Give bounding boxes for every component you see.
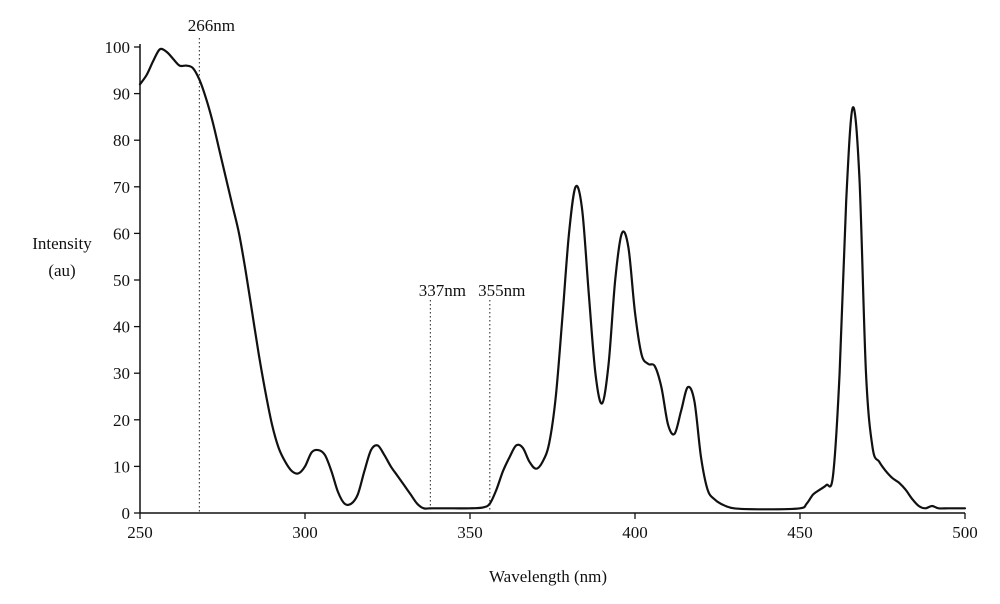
y-tick-label: 0 <box>122 504 131 523</box>
annotation-label: 355nm <box>478 281 525 300</box>
y-axis-title-line-2: (au) <box>48 261 75 280</box>
y-tick-label: 20 <box>113 411 130 430</box>
x-tick-label: 300 <box>292 523 318 542</box>
wavelength-annotations <box>198 38 491 513</box>
x-tick-label: 350 <box>457 523 483 542</box>
x-tick-label: 450 <box>787 523 813 542</box>
x-tick-label: 500 <box>952 523 978 542</box>
y-tick-label: 50 <box>113 271 130 290</box>
y-tick-label: 90 <box>113 85 130 104</box>
x-tick-label: 400 <box>622 523 648 542</box>
tick-marks <box>134 46 966 519</box>
y-tick-label: 80 <box>113 131 130 150</box>
y-tick-label: 10 <box>113 457 130 476</box>
y-tick-label: 30 <box>113 364 130 383</box>
axes <box>139 44 965 514</box>
series-line <box>138 47 967 511</box>
y-tick-label: 70 <box>113 178 130 197</box>
x-axis-title: Wavelength (nm) <box>489 567 607 586</box>
y-tick-label: 100 <box>105 38 131 57</box>
x-tick-label: 250 <box>127 523 153 542</box>
annotation-label: 337nm <box>419 281 466 300</box>
y-axis-title-line-1: Intensity <box>32 234 92 253</box>
y-tick-label: 60 <box>113 224 130 243</box>
y-tick-label: 40 <box>113 318 130 337</box>
annotation-label: 266nm <box>188 16 235 35</box>
